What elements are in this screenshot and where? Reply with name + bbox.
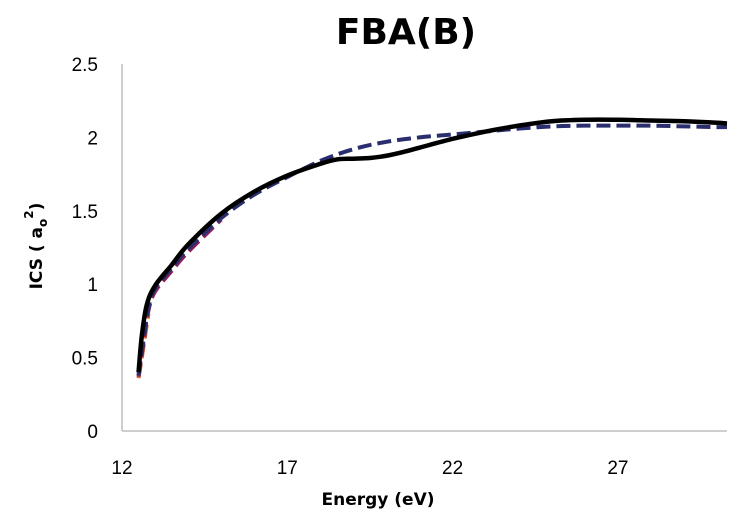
y-tick-labels: 0 0.5 1 1.5 2 2.5 (72, 55, 98, 443)
x-tick-label: 27 (607, 458, 628, 479)
y-tick-label: 2 (87, 128, 98, 149)
y-tick-label: 1.5 (72, 202, 98, 223)
y-axis-label: ICS ( ao2) (22, 203, 50, 290)
y-tick-label: 2.5 (72, 55, 98, 76)
y-tick-label: 0 (87, 422, 98, 443)
y-axis-label-subscript: o (36, 219, 50, 227)
x-tick-label: 17 (277, 458, 298, 479)
y-axis-label-superscript: 2 (22, 210, 36, 218)
y-tick-label: 1 (87, 275, 98, 296)
y-tick-label: 0.5 (72, 349, 98, 370)
plot-area (121, 64, 728, 432)
chart-title: FBA(B) (336, 12, 476, 53)
series-group (136, 117, 728, 379)
x-tick-label: 12 (111, 458, 132, 479)
x-axis-label: Energy (eV) (321, 490, 434, 510)
series-line-2 (136, 123, 728, 376)
y-axis-label-main: ICS ( a (27, 227, 47, 289)
x-tick-labels: 12 17 22 27 (111, 458, 628, 479)
series-line-1 (136, 117, 728, 373)
x-tick-label: 22 (442, 458, 463, 479)
y-axis-label-close: ) (27, 203, 47, 211)
